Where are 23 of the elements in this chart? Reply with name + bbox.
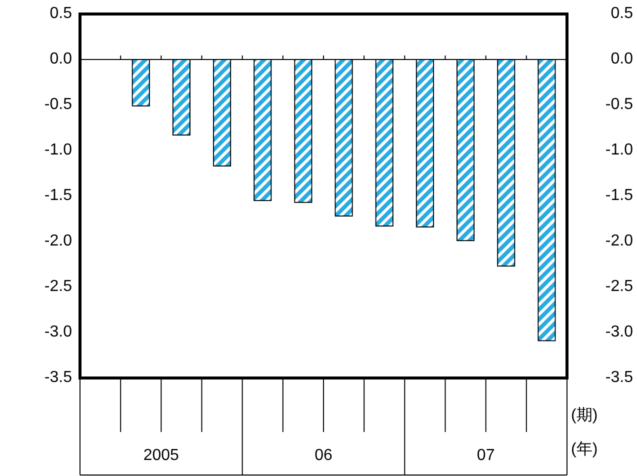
y-tick-label: 0.5	[50, 5, 72, 22]
text: 06	[314, 447, 332, 464]
y2-tick-label: -1.0	[605, 142, 634, 159]
y2-tick-label: -3.0	[605, 324, 634, 341]
text: 2005	[143, 447, 180, 464]
y2-tick-label: -1.5	[605, 187, 634, 204]
y-tick-label: -2.0	[44, 232, 72, 250]
y-tick-label: -0.5	[44, 96, 72, 114]
y-tick-label: -3.0	[44, 324, 72, 341]
y-tick-label: -2.5	[44, 278, 72, 296]
text: 07	[476, 447, 495, 464]
y2-tick-label: -0.5	[605, 96, 634, 114]
x-axis-title: (期)	[571, 406, 598, 424]
y2-tick-label: 0.5	[610, 5, 634, 22]
y2-tick-label: -3.5	[605, 369, 634, 386]
y2-tick-label: -2.0	[605, 232, 634, 250]
y-tick-label: 0.0	[50, 50, 72, 68]
y2-tick-label: 0.0	[610, 50, 634, 68]
y-tick-label: -3.5	[44, 369, 72, 386]
text: (年)	[571, 441, 598, 458]
y2-tick-label: -2.5	[605, 278, 634, 296]
y-tick-label: -1.5	[44, 187, 72, 204]
y-tick-label: -1.0	[44, 142, 72, 159]
